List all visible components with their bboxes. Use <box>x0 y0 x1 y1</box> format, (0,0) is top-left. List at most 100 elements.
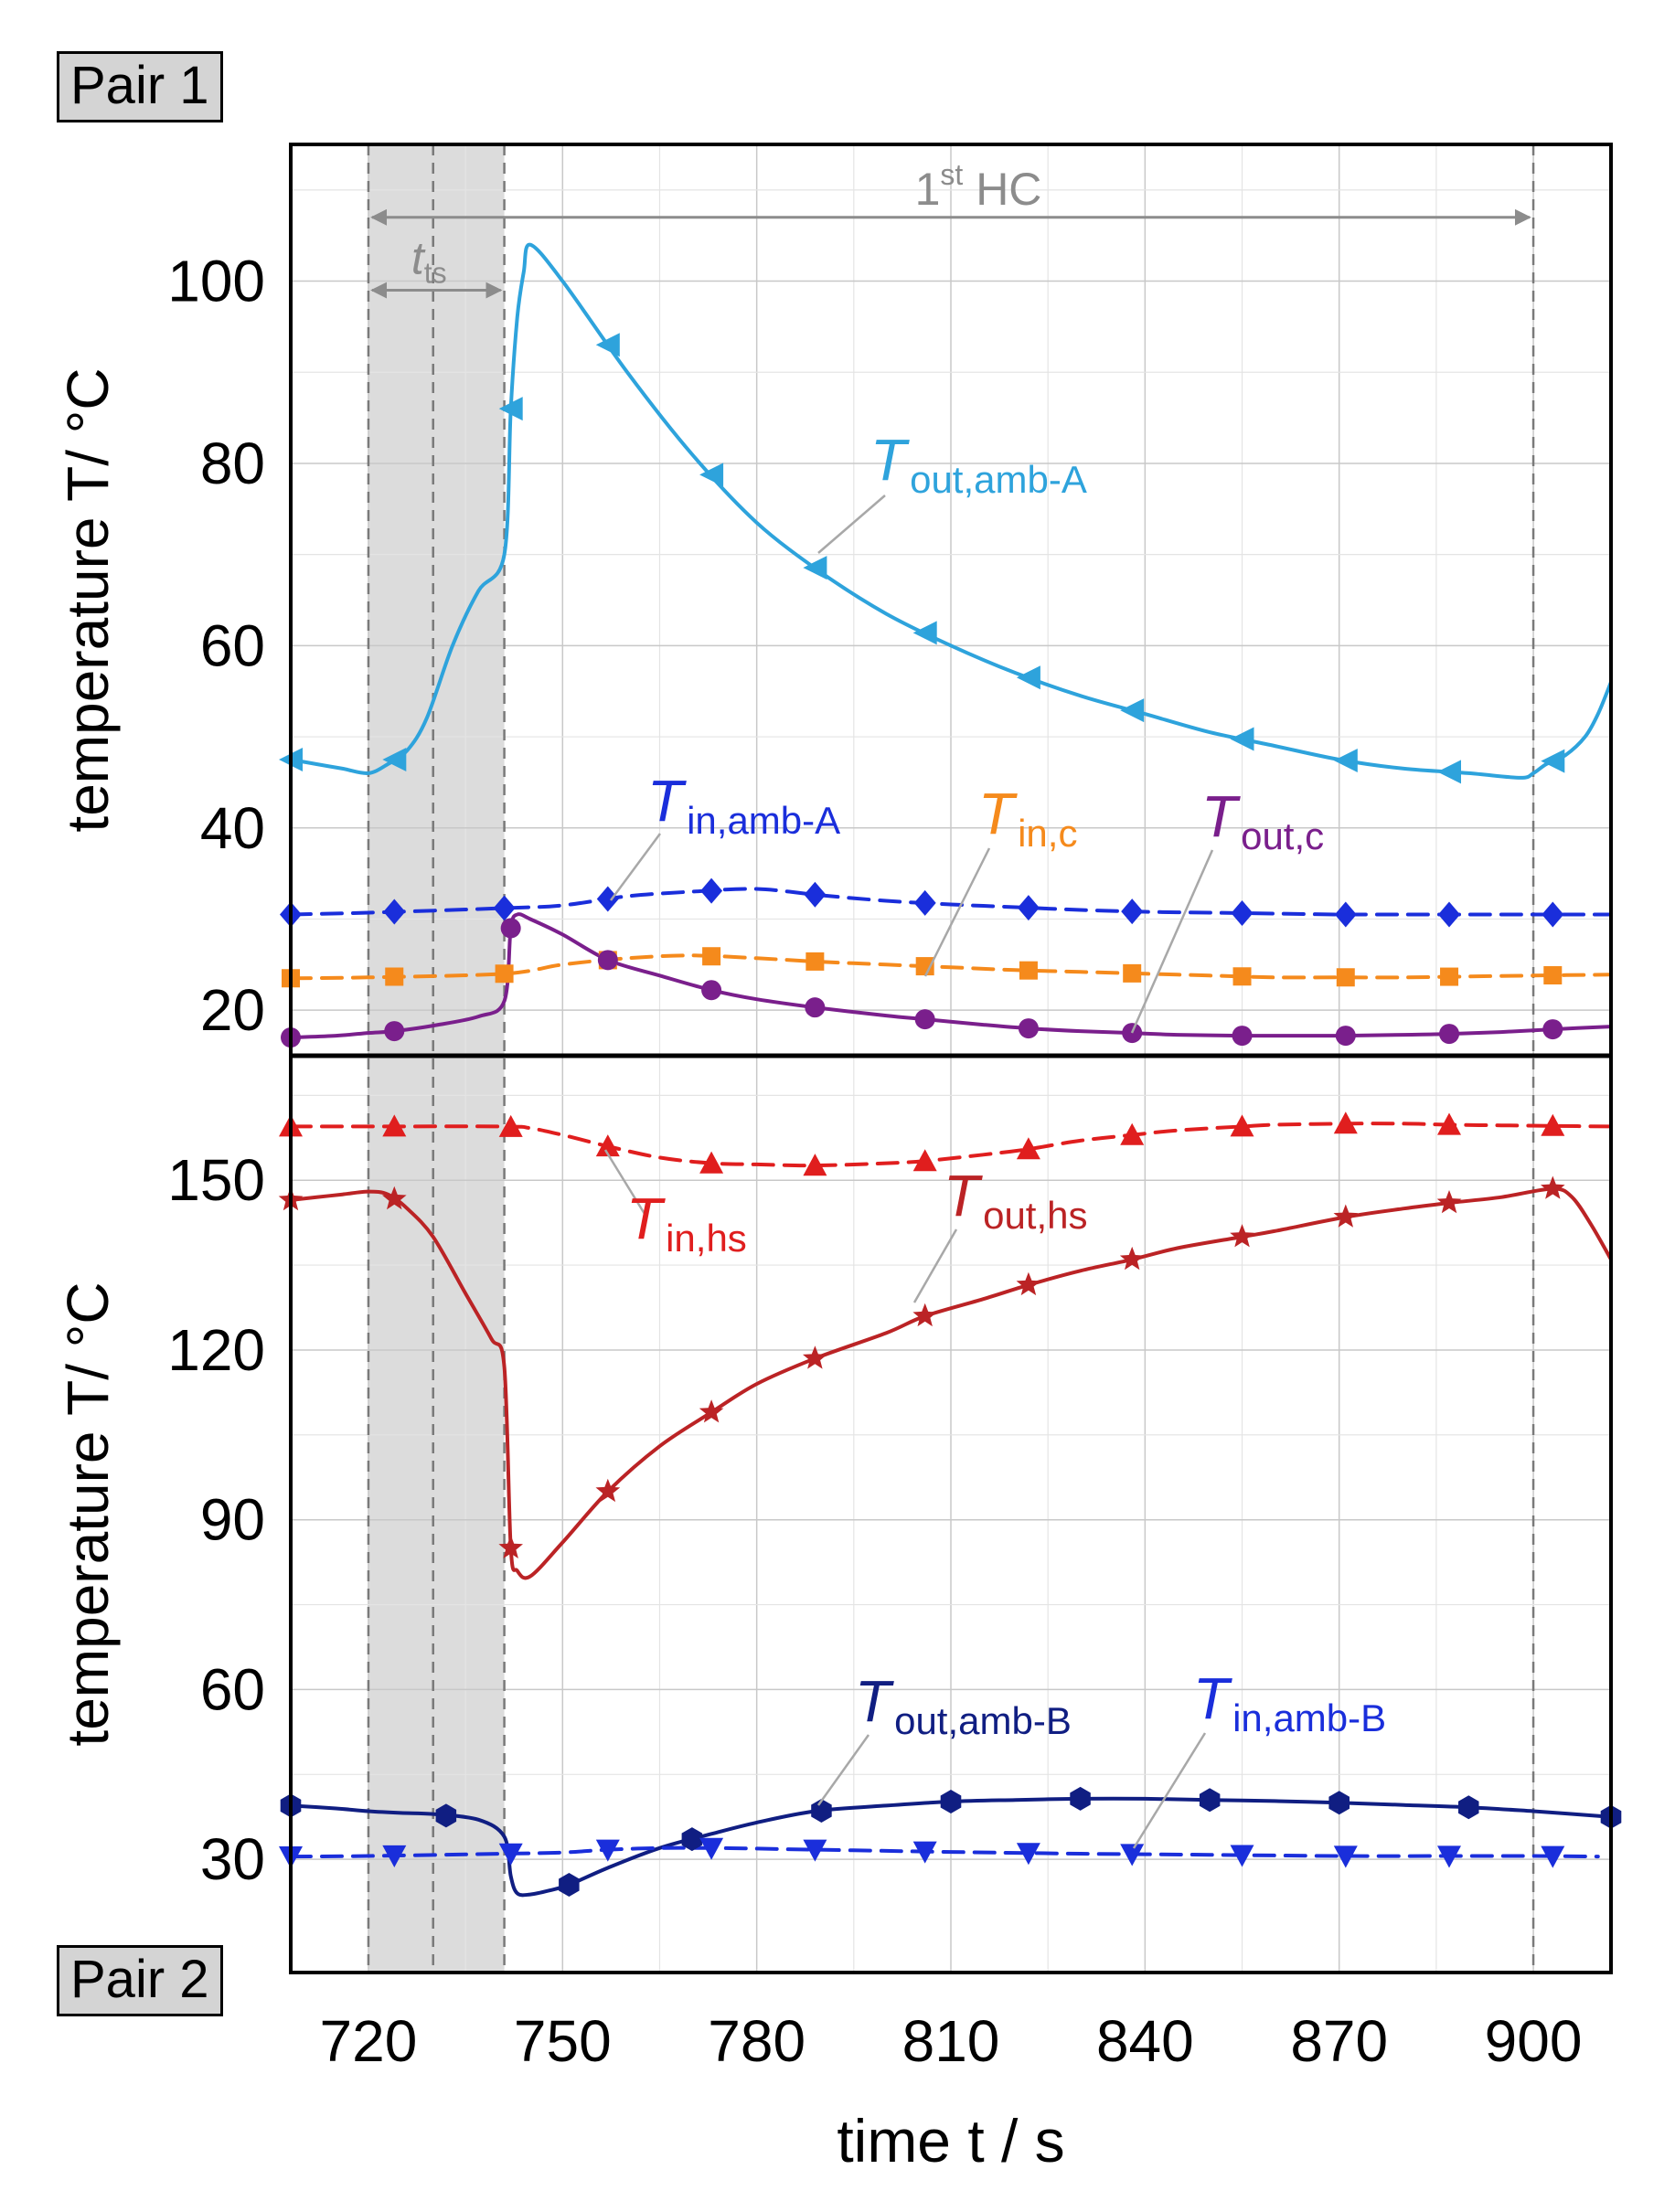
marker-t-in-amb-b <box>1230 1845 1254 1867</box>
marker-t-in-hs <box>1437 1112 1461 1135</box>
marker-t-in-amb-a <box>596 886 619 912</box>
marker-t-in-c <box>1543 966 1563 985</box>
y-tick-label: 100 <box>167 249 265 314</box>
marker-t-in-amb-b <box>1016 1843 1040 1866</box>
marker-t-out-c <box>1335 1026 1356 1047</box>
marker-t-in-amb-b <box>382 1845 407 1867</box>
marker-t-out-c <box>500 918 521 939</box>
marker-t-in-amb-a <box>493 895 516 921</box>
marker-t-in-amb-b <box>912 1841 937 1864</box>
marker-t-in-amb-a <box>383 899 406 925</box>
marker-t-out-hs <box>498 1535 523 1558</box>
marker-t-out-amb-b <box>1199 1788 1221 1813</box>
marker-t-out-hs <box>699 1399 724 1423</box>
marker-t-in-hs <box>1016 1137 1040 1160</box>
marker-t-out-hs <box>1230 1224 1254 1248</box>
series-label-t-out-hs: Tout,hs <box>944 1163 1088 1237</box>
x-tick-label: 870 <box>1290 2008 1388 2074</box>
y-tick-label: 150 <box>167 1147 265 1213</box>
marker-t-out-hs <box>595 1478 621 1503</box>
marker-t-in-c <box>805 952 825 971</box>
marker-t-in-c <box>1019 961 1038 980</box>
plot-frame <box>289 143 1613 1974</box>
marker-t-in-amb-b <box>699 1837 724 1860</box>
series-line-t-in-amb-a <box>289 887 1613 917</box>
marker-t-in-c <box>1440 967 1459 986</box>
marker-t-out-hs <box>1436 1190 1462 1214</box>
y-axis-label: temperature T/ °C <box>55 1281 121 1746</box>
leader-line-t-in-amb-a <box>609 833 662 901</box>
series-line-t-in-amb-b <box>289 1845 1600 1859</box>
marker-t-out-amb-b <box>1458 1795 1479 1820</box>
marker-t-out-hs <box>1016 1271 1041 1296</box>
hc-span-label: 1st HC <box>915 158 1042 215</box>
marker-t-out-amb-a <box>1541 749 1565 773</box>
marker-t-in-hs <box>803 1154 827 1176</box>
marker-t-in-amb-b <box>498 1843 523 1866</box>
leader-line-t-in-amb-b <box>1132 1732 1207 1849</box>
marker-t-out-amb-b <box>811 1799 832 1823</box>
series-label-t-out-c: Tout,c <box>1201 783 1324 857</box>
marker-t-in-c <box>385 967 404 986</box>
marker-t-in-c <box>702 947 721 966</box>
marker-t-in-amb-a <box>700 877 723 904</box>
series-label-t-out-amb-b: Tout,amb-B <box>855 1668 1072 1742</box>
tts-span-label: tts <box>411 233 447 290</box>
marker-t-out-hs <box>1119 1246 1145 1271</box>
marker-t-out-amb-a <box>498 397 523 421</box>
y-tick-label: 60 <box>200 612 265 678</box>
marker-t-in-amb-b <box>1333 1845 1358 1868</box>
leader-line-t-in-hs <box>603 1149 646 1215</box>
marker-t-in-hs <box>498 1114 523 1137</box>
marker-t-out-c <box>597 950 618 971</box>
marker-t-in-amb-b <box>1120 1844 1145 1866</box>
marker-t-in-amb-a <box>1438 901 1460 928</box>
series-line-t-in-c <box>289 953 1613 981</box>
marker-t-in-hs <box>1541 1113 1565 1136</box>
marker-t-out-amb-a <box>803 556 827 580</box>
marker-t-out-amb-b <box>1070 1786 1091 1811</box>
y-tick-label: 120 <box>167 1317 265 1383</box>
marker-t-in-hs <box>382 1114 407 1137</box>
marker-t-in-hs <box>1120 1122 1145 1145</box>
marker-t-in-c <box>915 957 934 976</box>
series-label-t-in-amb-b: Tin,amb-B <box>1193 1665 1386 1739</box>
marker-t-out-amb-b <box>940 1790 962 1813</box>
marker-t-in-c <box>1232 967 1252 986</box>
marker-t-in-c <box>495 964 514 984</box>
marker-t-in-amb-b <box>803 1839 827 1862</box>
y-tick-label: 20 <box>200 977 265 1043</box>
marker-t-out-c <box>1439 1024 1460 1045</box>
series-line-t-out-hs <box>289 1186 1613 1580</box>
marker-t-in-hs <box>1333 1111 1358 1134</box>
marker-t-out-amb-b <box>559 1873 580 1897</box>
marker-t-out-c <box>914 1009 935 1030</box>
leader-line-t-out-amb-b <box>816 1734 870 1806</box>
series-line-t-out-amb-b <box>289 1796 1613 1898</box>
x-tick-label: 900 <box>1485 2008 1583 2074</box>
marker-t-out-amb-a <box>1016 665 1040 690</box>
x-tick-label: 720 <box>320 2008 418 2074</box>
pair-1-label: Pair 1 <box>57 51 223 122</box>
marker-t-in-amb-a <box>1017 895 1040 921</box>
series-label-t-out-amb-a: Tout,amb-A <box>870 427 1087 501</box>
y-tick-label: 90 <box>200 1487 265 1553</box>
marker-t-out-hs <box>1333 1204 1359 1228</box>
x-tick-label: 780 <box>708 2008 805 2074</box>
marker-t-out-c <box>805 997 826 1018</box>
leader-line-t-out-amb-a <box>817 495 886 554</box>
leader-line-t-in-c <box>923 847 991 977</box>
marker-t-in-amb-a <box>913 889 936 916</box>
x-tick-label: 840 <box>1096 2008 1194 2074</box>
x-tick-label: 810 <box>902 2008 1000 2074</box>
series-label-t-in-hs: Tin,hs <box>626 1186 747 1260</box>
marker-t-in-amb-a <box>804 881 827 908</box>
series-line-t-out-amb-a <box>289 242 1613 780</box>
leader-line-t-out-c <box>1130 849 1214 1034</box>
marker-t-out-amb-b <box>1328 1791 1350 1815</box>
marker-t-out-c <box>1542 1019 1563 1040</box>
pair-2-label: Pair 2 <box>57 1945 223 2016</box>
marker-t-out-amb-a <box>595 333 620 357</box>
marker-t-in-amb-b <box>1541 1845 1565 1868</box>
marker-t-out-amb-b <box>681 1827 703 1852</box>
